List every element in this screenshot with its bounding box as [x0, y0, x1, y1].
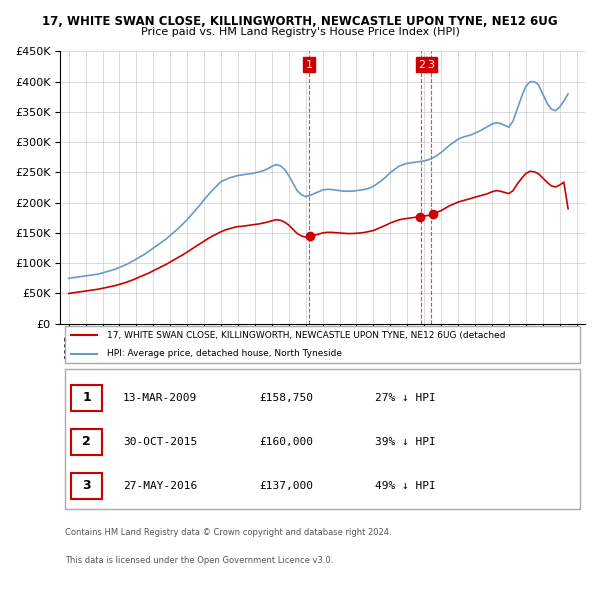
Text: 30-OCT-2015: 30-OCT-2015	[123, 437, 197, 447]
Text: 13-MAR-2009: 13-MAR-2009	[123, 393, 197, 403]
Text: 1: 1	[82, 391, 91, 404]
Text: Price paid vs. HM Land Registry's House Price Index (HPI): Price paid vs. HM Land Registry's House …	[140, 27, 460, 37]
Text: 39% ↓ HPI: 39% ↓ HPI	[375, 437, 436, 447]
FancyBboxPatch shape	[65, 326, 580, 363]
FancyBboxPatch shape	[71, 428, 102, 455]
FancyBboxPatch shape	[65, 369, 580, 509]
Text: Contains HM Land Registry data © Crown copyright and database right 2024.: Contains HM Land Registry data © Crown c…	[65, 528, 392, 537]
Text: 27% ↓ HPI: 27% ↓ HPI	[375, 393, 436, 403]
Text: 3: 3	[428, 60, 434, 70]
Text: £158,750: £158,750	[260, 393, 314, 403]
Text: 17, WHITE SWAN CLOSE, KILLINGWORTH, NEWCASTLE UPON TYNE, NE12 6UG: 17, WHITE SWAN CLOSE, KILLINGWORTH, NEWC…	[42, 15, 558, 28]
Text: 17, WHITE SWAN CLOSE, KILLINGWORTH, NEWCASTLE UPON TYNE, NE12 6UG (detached: 17, WHITE SWAN CLOSE, KILLINGWORTH, NEWC…	[107, 331, 506, 340]
Text: 2: 2	[82, 435, 91, 448]
FancyBboxPatch shape	[71, 473, 102, 499]
Text: £160,000: £160,000	[260, 437, 314, 447]
FancyBboxPatch shape	[71, 385, 102, 411]
Text: 3: 3	[82, 479, 91, 492]
Text: 1: 1	[305, 60, 313, 70]
Text: 2: 2	[418, 60, 425, 70]
Text: HPI: Average price, detached house, North Tyneside: HPI: Average price, detached house, Nort…	[107, 349, 343, 358]
Text: 49% ↓ HPI: 49% ↓ HPI	[375, 481, 436, 491]
Text: This data is licensed under the Open Government Licence v3.0.: This data is licensed under the Open Gov…	[65, 556, 334, 565]
Text: 27-MAY-2016: 27-MAY-2016	[123, 481, 197, 491]
Text: £137,000: £137,000	[260, 481, 314, 491]
